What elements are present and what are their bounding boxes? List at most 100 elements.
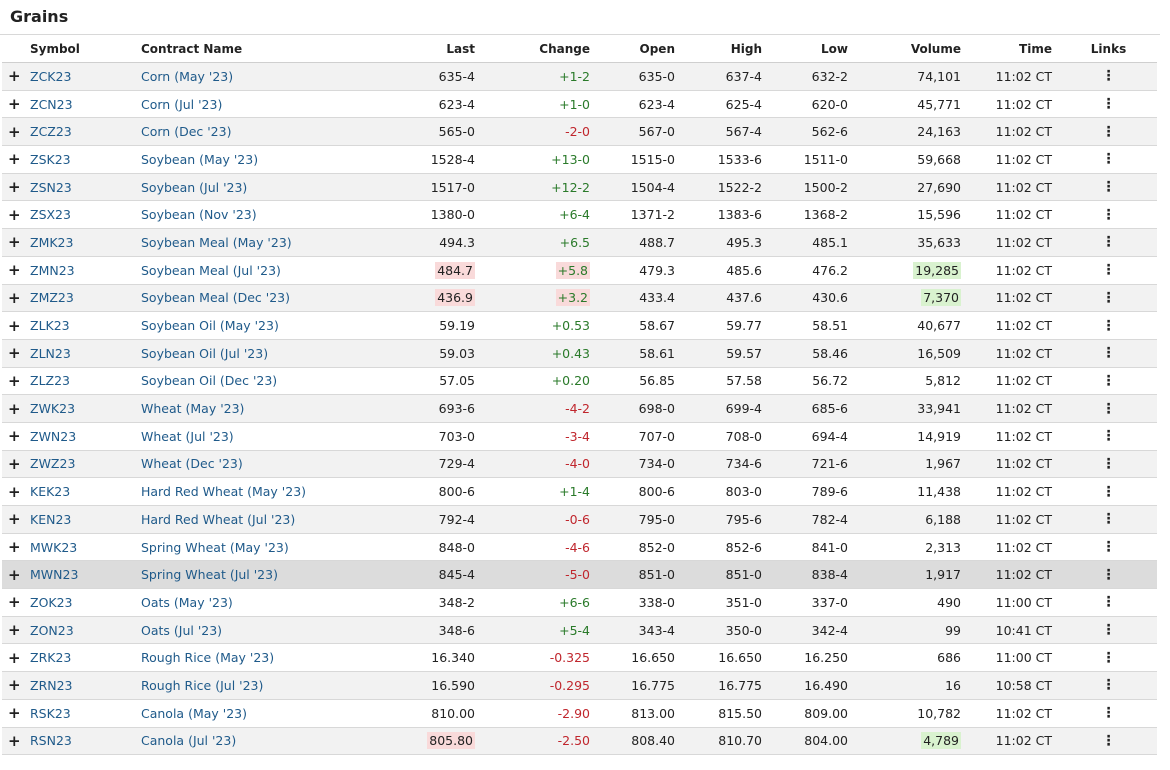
contract-name-link[interactable]: Rough Rice (May '23) [141, 650, 275, 666]
symbol-link[interactable]: ZSX23 [30, 207, 71, 223]
symbol-link[interactable]: ZMK23 [30, 234, 74, 250]
contract-name-link[interactable]: Oats (Jul '23) [141, 622, 223, 638]
table-row[interactable]: + ZCZ23 Corn (Dec '23) 565-0 -2-0 567-0 567-4 5… [2, 117, 1157, 147]
contract-name-link[interactable]: Canola (Jul '23) [141, 733, 237, 749]
symbol-link[interactable]: ZWN23 [30, 428, 77, 444]
plus-icon[interactable]: + [2, 145, 22, 174]
table-row[interactable]: + ZLN23 Soybean Oil (Jul '23) 59.03 +0.43 58.… [2, 339, 1157, 368]
plus-icon[interactable]: + [2, 256, 22, 285]
symbol-link[interactable]: ZSK23 [30, 151, 71, 167]
symbol-link[interactable]: RSK23 [30, 705, 71, 721]
more-vert-icon[interactable]: ⋮ [1101, 539, 1116, 556]
table-row[interactable]: + ZRN23 Rough Rice (Jul '23) 16.590 -0.295 16… [2, 671, 1157, 700]
contract-name-link[interactable]: Soybean Meal (Dec '23) [141, 290, 290, 306]
plus-icon[interactable]: + [2, 422, 22, 451]
table-row[interactable]: + ZLZ23 Soybean Oil (Dec '23) 57.05 +0.20 56.… [2, 367, 1157, 396]
contract-name-link[interactable]: Soybean (Jul '23) [141, 179, 248, 195]
more-vert-icon[interactable]: ⋮ [1101, 622, 1116, 639]
more-vert-icon[interactable]: ⋮ [1101, 455, 1116, 472]
column-header-contract-name[interactable]: Contract Name [133, 35, 343, 63]
contract-name-link[interactable]: Wheat (Dec '23) [141, 456, 243, 472]
more-vert-icon[interactable]: ⋮ [1101, 705, 1116, 722]
column-header-low[interactable]: Low [770, 35, 856, 63]
contract-name-link[interactable]: Soybean Oil (May '23) [141, 318, 279, 334]
plus-icon[interactable]: + [2, 699, 22, 728]
table-row[interactable]: + ZMZ23 Soybean Meal (Dec '23) 436.9 +3.2 433… [2, 284, 1157, 313]
table-row[interactable]: + RSK23 Canola (May '23) 810.00 -2.90 813.00 8… [2, 699, 1157, 728]
table-row[interactable]: + ZCK23 Corn (May '23) 635-4 +1-2 635-0 637-4 6… [2, 62, 1157, 91]
table-row[interactable]: + ZMK23 Soybean Meal (May '23) 494.3 +6.5 488… [2, 228, 1157, 257]
symbol-link[interactable]: ZMZ23 [30, 290, 74, 306]
more-vert-icon[interactable]: ⋮ [1101, 372, 1116, 389]
column-header-volume[interactable]: Volume [856, 35, 969, 63]
plus-icon[interactable]: + [2, 560, 22, 590]
plus-icon[interactable]: + [2, 173, 22, 202]
table-row[interactable]: + ZWZ23 Wheat (Dec '23) 729-4 -4-0 734-0 734-6… [2, 450, 1157, 479]
symbol-link[interactable]: ZCN23 [30, 96, 73, 112]
symbol-link[interactable]: KEN23 [30, 511, 72, 527]
symbol-link[interactable]: RSN23 [30, 733, 72, 749]
plus-icon[interactable]: + [2, 228, 22, 257]
symbol-link[interactable]: ZMN23 [30, 262, 75, 278]
contract-name-link[interactable]: Oats (May '23) [141, 594, 233, 610]
more-vert-icon[interactable]: ⋮ [1101, 123, 1116, 140]
table-row[interactable]: + ZSN23 Soybean (Jul '23) 1517-0 +12-2 1504-4… [2, 173, 1157, 202]
contract-name-link[interactable]: Spring Wheat (May '23) [141, 539, 289, 555]
symbol-link[interactable]: MWK23 [30, 539, 78, 555]
table-row[interactable]: + ZSK23 Soybean (May '23) 1528-4 +13-0 1515-0… [2, 145, 1157, 174]
column-header-symbol[interactable]: Symbol [22, 35, 133, 63]
more-vert-icon[interactable]: ⋮ [1101, 289, 1116, 306]
plus-icon[interactable]: + [2, 62, 22, 91]
column-header-time[interactable]: Time [969, 35, 1060, 63]
contract-name-link[interactable]: Wheat (Jul '23) [141, 428, 234, 444]
symbol-link[interactable]: ZLN23 [30, 345, 71, 361]
table-row[interactable]: + ZWK23 Wheat (May '23) 693-6 -4-2 698-0 699-4… [2, 394, 1157, 423]
table-row[interactable]: + ZWN23 Wheat (Jul '23) 703-0 -3-4 707-0 708-0… [2, 422, 1157, 451]
plus-icon[interactable]: + [2, 616, 22, 645]
more-vert-icon[interactable]: ⋮ [1101, 206, 1116, 223]
plus-icon[interactable]: + [2, 588, 22, 617]
table-row[interactable]: + ZRK23 Rough Rice (May '23) 16.340 -0.325 16… [2, 643, 1157, 673]
contract-name-link[interactable]: Spring Wheat (Jul '23) [141, 567, 278, 583]
table-row[interactable]: + ZOK23 Oats (May '23) 348-2 +6-6 338-0 351-0 3… [2, 588, 1157, 617]
contract-name-link[interactable]: Corn (Dec '23) [141, 124, 232, 140]
symbol-link[interactable]: MWN23 [30, 567, 79, 583]
symbol-link[interactable]: KEK23 [30, 484, 71, 500]
table-row[interactable]: + KEK23 Hard Red Wheat (May '23) 800-6 +1-4 8… [2, 477, 1157, 506]
table-row[interactable]: + ZSX23 Soybean (Nov '23) 1380-0 +6-4 1371-2 1… [2, 200, 1157, 230]
table-row[interactable]: + MWK23 Spring Wheat (May '23) 848-0 -4-6 852… [2, 533, 1157, 562]
table-row[interactable]: + ZON23 Oats (Jul '23) 348-6 +5-4 343-4 350-0 3… [2, 616, 1157, 645]
more-vert-icon[interactable]: ⋮ [1101, 234, 1116, 251]
symbol-link[interactable]: ZSN23 [30, 179, 72, 195]
more-vert-icon[interactable]: ⋮ [1101, 566, 1116, 583]
symbol-link[interactable]: ZLZ23 [30, 373, 70, 389]
contract-name-link[interactable]: Soybean Meal (May '23) [141, 234, 292, 250]
more-vert-icon[interactable]: ⋮ [1101, 594, 1116, 611]
plus-icon[interactable]: + [2, 339, 22, 368]
contract-name-link[interactable]: Corn (May '23) [141, 68, 234, 84]
contract-name-link[interactable]: Canola (May '23) [141, 705, 247, 721]
symbol-link[interactable]: ZRK23 [30, 650, 72, 666]
table-row[interactable]: + ZMN23 Soybean Meal (Jul '23) 484.7 +5.8 479… [2, 256, 1157, 285]
more-vert-icon[interactable]: ⋮ [1101, 68, 1116, 85]
more-vert-icon[interactable]: ⋮ [1101, 428, 1116, 445]
more-vert-icon[interactable]: ⋮ [1101, 262, 1116, 279]
symbol-link[interactable]: ZWK23 [30, 401, 76, 417]
table-row[interactable]: + ZCN23 Corn (Jul '23) 623-4 +1-0 623-4 625-4 6… [2, 90, 1157, 119]
symbol-link[interactable]: ZOK23 [30, 594, 73, 610]
column-header-last[interactable]: Last [343, 35, 483, 63]
plus-icon[interactable]: + [2, 394, 22, 423]
plus-icon[interactable]: + [2, 90, 22, 119]
more-vert-icon[interactable]: ⋮ [1101, 732, 1116, 749]
plus-icon[interactable]: + [2, 533, 22, 562]
contract-name-link[interactable]: Hard Red Wheat (Jul '23) [141, 511, 296, 527]
more-vert-icon[interactable]: ⋮ [1101, 96, 1116, 113]
more-vert-icon[interactable]: ⋮ [1101, 649, 1116, 666]
contract-name-link[interactable]: Soybean Oil (Dec '23) [141, 373, 278, 389]
plus-icon[interactable]: + [2, 477, 22, 506]
more-vert-icon[interactable]: ⋮ [1101, 400, 1116, 417]
symbol-link[interactable]: ZCZ23 [30, 124, 72, 140]
contract-name-link[interactable]: Soybean (May '23) [141, 151, 259, 167]
contract-name-link[interactable]: Soybean (Nov '23) [141, 207, 257, 223]
table-row[interactable]: + ZLK23 Soybean Oil (May '23) 59.19 +0.53 58.… [2, 311, 1157, 340]
